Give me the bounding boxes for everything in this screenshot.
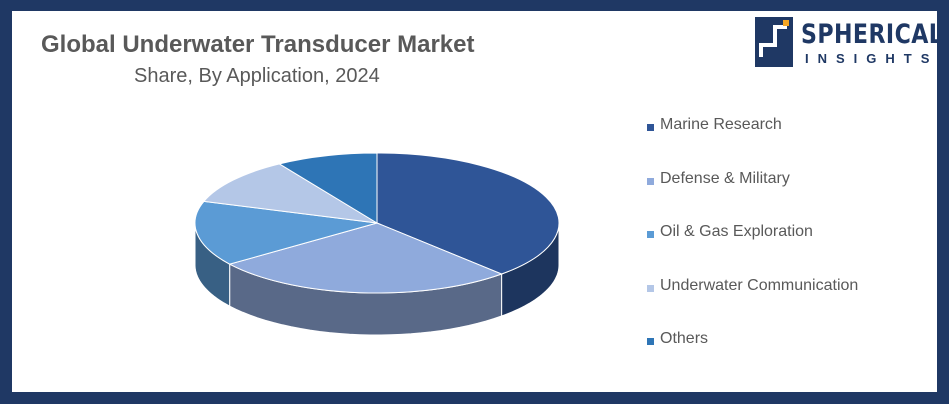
legend-label: Others — [660, 330, 709, 347]
chart-frame: Global Underwater Transducer Market Shar… — [12, 11, 943, 392]
legend-swatch — [647, 338, 654, 345]
legend-swatch — [647, 231, 654, 238]
legend-item: Marine Research — [647, 116, 927, 170]
chart-title: Global Underwater Transducer Market — [41, 31, 475, 58]
pie-slice-defense-military — [228, 222, 503, 294]
pie-slice-oil-gas-exploration — [194, 200, 378, 265]
chart-subtitle: Share, By Application, 2024 — [134, 65, 380, 87]
legend-label: Defense & Military — [660, 169, 790, 187]
legend-item: Underwater Communication — [647, 277, 927, 331]
logo-tagline: INSIGHTS — [805, 51, 939, 66]
legend-swatch — [647, 177, 654, 185]
pie-slice-underwater-communication — [202, 163, 378, 224]
legend-label: Oil & Gas Exploration — [660, 223, 813, 240]
chart-legend: Marine Research Defense & Military Oil & G… — [647, 116, 927, 384]
legend-item: Others — [647, 330, 927, 384]
spherical-insights-logo: SPHERICAL INSIGHTS — [755, 17, 943, 69]
legend-item: Oil & Gas Exploration — [647, 223, 927, 277]
legend-label: Marine Research — [660, 116, 782, 133]
pie-chart — [194, 152, 560, 336]
legend-label: Underwater Communication — [660, 276, 859, 294]
pie-slice-marine-research — [376, 152, 560, 275]
legend-item: Defense & Military — [647, 170, 927, 224]
legend-swatch — [647, 284, 654, 292]
logo-name: SPHERICAL — [801, 19, 944, 50]
pie-slice-others — [278, 152, 378, 224]
legend-swatch — [647, 124, 654, 131]
logo-mark-icon — [755, 17, 793, 67]
